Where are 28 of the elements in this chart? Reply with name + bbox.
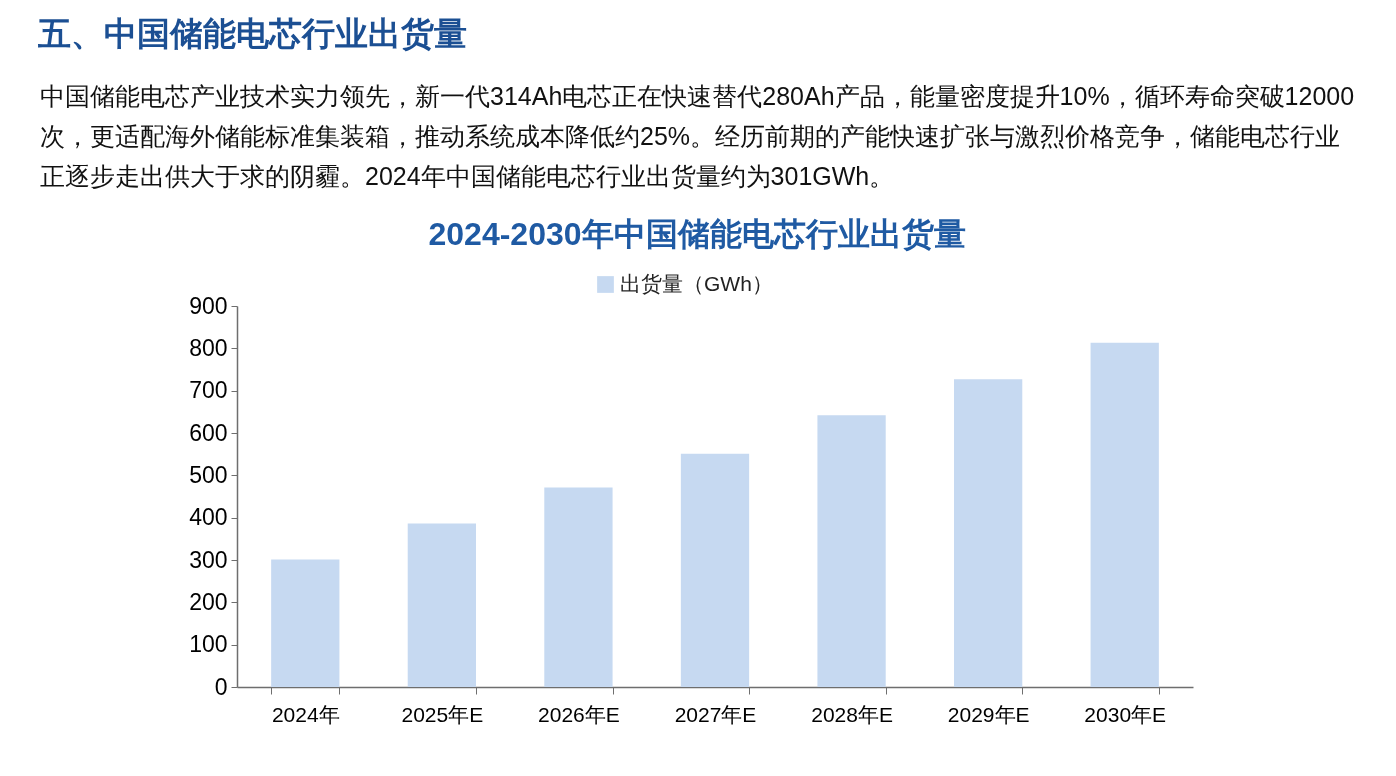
bar bbox=[954, 379, 1023, 687]
y-tick-label: 400 bbox=[189, 504, 228, 531]
bar bbox=[271, 559, 340, 687]
y-tick-label: 200 bbox=[189, 588, 228, 615]
bar bbox=[1090, 342, 1159, 687]
y-tick-label: 900 bbox=[189, 292, 228, 319]
y-tick-label: 800 bbox=[189, 334, 228, 361]
bar bbox=[407, 523, 476, 687]
text: 中国储能电芯产业技术实力领先，新一代314Ah电芯正在快速替代280Ah产品，能量密度提升10%，循环寿命突破12000次，更适配海外储能标准集装箱，推动系统成本降低约25%。经历前期的产能快速扩张与激烈价格竞争，储能电芯行业正逐步走出供大于求的阴霾。2024年中国储能电芯行业出货量约为301GWh。 bbox=[40, 82, 1355, 190]
x-tick-label: 2028年E bbox=[811, 702, 893, 726]
y-tick-label: 0 bbox=[214, 673, 228, 700]
x-tick-label: 2024年 bbox=[271, 702, 340, 726]
x-tick-label: 2029年E bbox=[947, 702, 1030, 726]
y-tick-label: 500 bbox=[189, 461, 228, 488]
y-tick-label: 100 bbox=[189, 631, 228, 658]
chart-title: 2024-2030年中国储能电芯行业出货量 bbox=[428, 216, 966, 252]
x-tick-label: 2030年E bbox=[1084, 702, 1167, 726]
text: 五、中国储能电芯行业出货量 bbox=[37, 15, 467, 52]
x-tick-label: 2027年E bbox=[674, 702, 757, 726]
bar bbox=[680, 453, 750, 687]
y-tick-label: 600 bbox=[189, 419, 228, 446]
bar bbox=[544, 487, 613, 687]
y-tick-label: 300 bbox=[189, 546, 228, 573]
bar bbox=[817, 415, 886, 687]
x-tick-label: 2026年E bbox=[538, 702, 620, 726]
legend-label: 出货量（GWh） bbox=[620, 271, 773, 295]
y-tick-label: 700 bbox=[189, 377, 228, 404]
x-tick-label: 2025年E bbox=[401, 702, 484, 726]
